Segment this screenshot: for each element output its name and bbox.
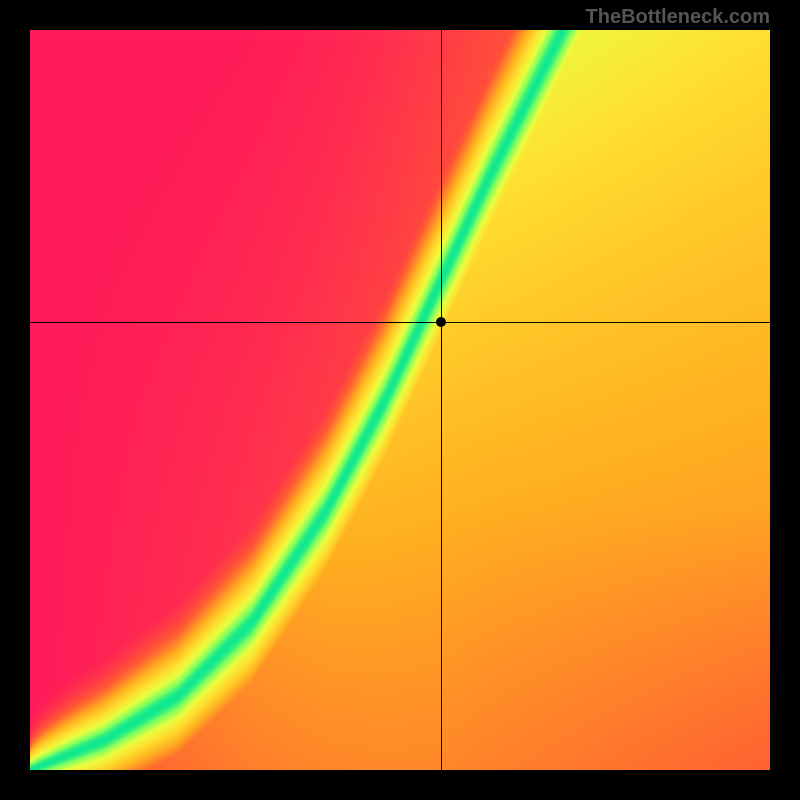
watermark-text: TheBottleneck.com	[586, 6, 770, 29]
crosshair-vertical	[441, 30, 442, 770]
heatmap-canvas	[30, 30, 770, 770]
crosshair-horizontal	[30, 322, 770, 323]
chart-container: TheBottleneck.com	[0, 0, 800, 800]
crosshair-marker	[436, 317, 446, 327]
